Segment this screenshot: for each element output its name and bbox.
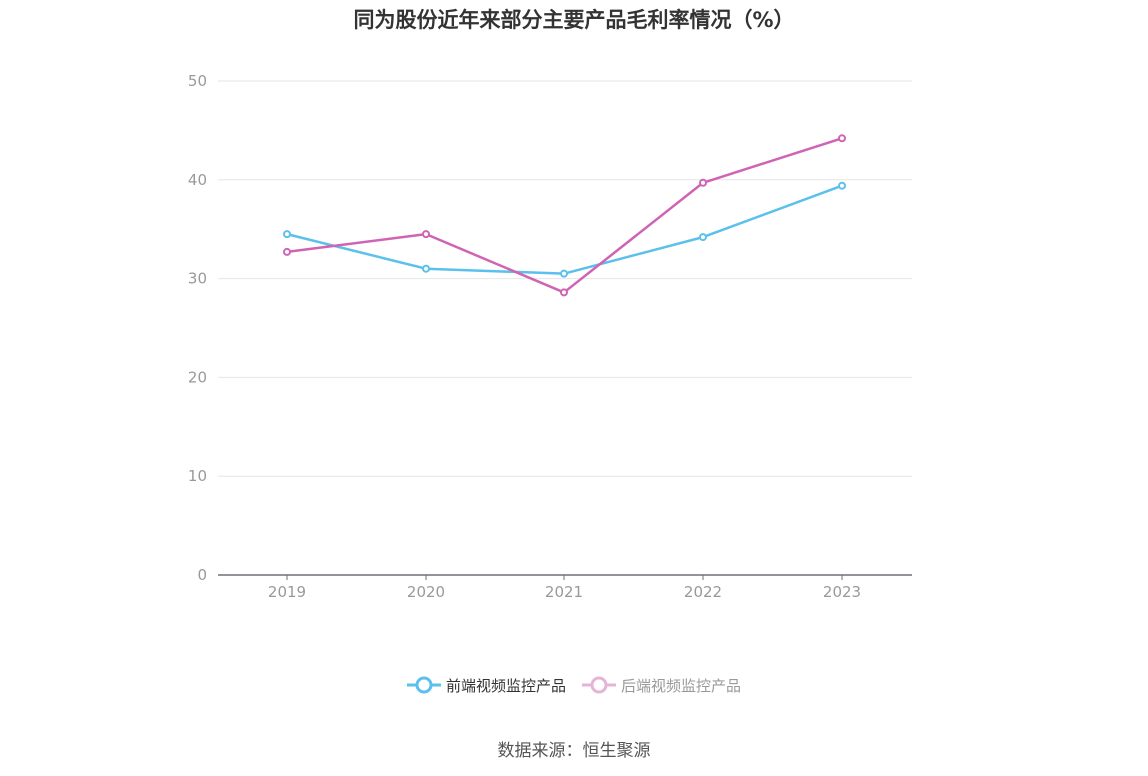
x-tick-label: 2022 [684, 583, 722, 601]
data-point [699, 233, 707, 242]
x-axis-ticks: 2019 2020 2021 2022 2023 [268, 575, 861, 601]
data-point [283, 230, 291, 239]
y-tick-label: 10 [188, 467, 207, 485]
data-point [560, 288, 568, 297]
x-tick-label: 2019 [268, 583, 306, 601]
y-axis-ticks: 0 10 20 30 40 50 [188, 72, 207, 584]
grid-lines [218, 80, 912, 477]
y-tick-label: 50 [188, 72, 207, 90]
data-point [560, 269, 568, 278]
legend-label-back: 后端视频监控产品 [621, 676, 742, 695]
data-point [838, 181, 846, 190]
legend-item-back[interactable]: 后端视频监控产品 [582, 672, 741, 698]
y-tick-label: 40 [188, 171, 207, 189]
data-point [283, 247, 291, 256]
x-tick-label: 2021 [545, 583, 583, 601]
legend-item-front[interactable]: 前端视频监控产品 [406, 672, 566, 698]
data-source: 数据来源：恒生聚源 [497, 741, 651, 761]
y-tick-label: 30 [188, 270, 207, 288]
data-point [422, 264, 430, 273]
data-point [422, 230, 430, 239]
legend-circle-icon [582, 676, 616, 694]
legend-circle-icon [406, 676, 441, 694]
x-tick-label: 2020 [407, 583, 445, 601]
data-point [699, 178, 707, 187]
y-tick-label: 0 [197, 566, 207, 584]
chart-title: 同为股份近年来部分主要产品毛利率情况（%） [353, 8, 795, 32]
legend: 前端视频监控产品 后端视频监控产品 [0, 672, 1148, 698]
data-point [838, 134, 846, 143]
legend-label-front: 前端视频监控产品 [445, 676, 566, 695]
series-lines [283, 134, 846, 297]
x-tick-label: 2023 [823, 583, 861, 601]
series-line [286, 184, 843, 275]
y-tick-label: 20 [188, 368, 207, 386]
